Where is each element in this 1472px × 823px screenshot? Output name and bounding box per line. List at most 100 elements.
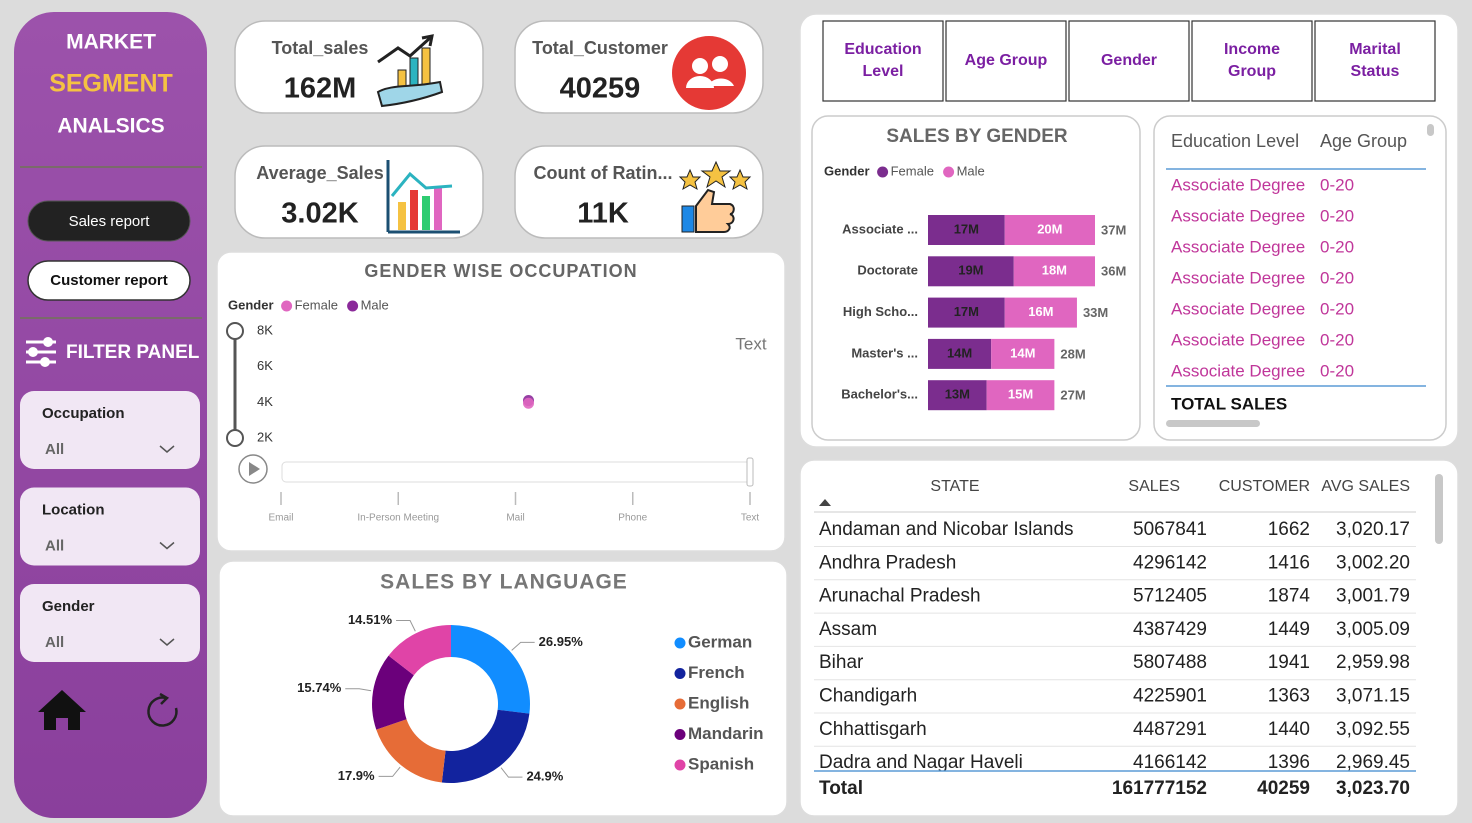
table-cell: 0-20 <box>1320 206 1354 225</box>
filter-card[interactable] <box>20 391 200 469</box>
legend-label: Male <box>361 297 389 312</box>
filter-card[interactable] <box>20 584 200 662</box>
leader-line <box>500 767 523 778</box>
table-cell: Associate Degree <box>1171 206 1305 225</box>
sidebar-title: ANALSICS <box>57 115 164 138</box>
filter-label: Location <box>42 501 105 518</box>
rating-icon <box>678 160 752 233</box>
table-cell: 1662 <box>1268 519 1310 540</box>
y-tick-label: 4K <box>257 394 273 409</box>
data-label: 16M <box>1028 304 1053 319</box>
legend-label: English <box>688 693 749 712</box>
kpi-card <box>234 20 484 114</box>
data-label: 17M <box>954 221 979 236</box>
table-cell: Bihar <box>819 652 864 673</box>
slider-handle[interactable] <box>226 322 244 340</box>
kpi-value: 11K <box>577 198 629 230</box>
bar-segment <box>986 380 1055 411</box>
data-label: 17.9% <box>338 768 375 783</box>
table-cell: 0-20 <box>1320 175 1354 194</box>
refresh-icon[interactable] <box>147 692 178 727</box>
table-cell: 0-20 <box>1320 361 1354 380</box>
dropdown-chevron <box>159 445 175 453</box>
y-tick-label: 8K <box>257 322 273 337</box>
table-cell: Associate Degree <box>1171 268 1305 287</box>
slicer-tab-label: Age Group <box>965 52 1048 69</box>
data-label: 14M <box>947 345 972 360</box>
x-tick-label: Text <box>741 513 760 524</box>
table-cell: 3,071.15 <box>1336 686 1410 707</box>
button-label: Sales report <box>69 213 151 230</box>
legend-dot <box>877 166 889 178</box>
table-cell: 2,959.98 <box>1336 652 1410 673</box>
slicer-tab-label: Education Level <box>844 41 921 80</box>
table-cell: 0-20 <box>1320 299 1354 318</box>
slicer-tab[interactable] <box>1191 20 1313 102</box>
donut-slice <box>372 655 414 730</box>
y-tick-label: Master's ... <box>851 345 918 360</box>
table-cell: 3,020.17 <box>1336 519 1410 540</box>
table-cell: 3,005.09 <box>1336 619 1410 640</box>
table-cell: 1941 <box>1268 652 1310 673</box>
sales-report-button[interactable] <box>27 200 191 242</box>
filter-panel-title: FILTER PANEL <box>66 342 200 363</box>
table-cell: Associate Degree <box>1171 237 1305 256</box>
bar-segment <box>928 380 987 411</box>
table-total: 3,023.70 <box>1336 778 1410 799</box>
data-point <box>523 397 534 409</box>
legend-label: Female <box>891 163 934 178</box>
table-cell: 4225901 <box>1133 686 1207 707</box>
table-cell: Associate Degree <box>1171 175 1305 194</box>
table-cell: 3,092.55 <box>1336 719 1410 740</box>
table-cell: 0-20 <box>1320 268 1354 287</box>
total-label: 27M <box>1060 388 1085 403</box>
filter-card[interactable] <box>20 487 200 566</box>
slider-handle[interactable] <box>226 429 244 447</box>
kpi-label: Total_sales <box>272 38 369 58</box>
table-cell: Chhattisgarh <box>819 719 927 740</box>
bar-segment <box>928 256 1014 287</box>
play-track <box>281 461 753 483</box>
button-label: Customer report <box>50 272 168 289</box>
filter-value: All <box>45 634 64 651</box>
dropdown-chevron <box>159 541 175 550</box>
sort-arrow <box>819 499 831 506</box>
v-scrollbar[interactable] <box>1435 474 1443 544</box>
filter-value: All <box>45 441 64 458</box>
state-table-panel <box>799 459 1459 817</box>
table-cell: 1416 <box>1268 552 1310 573</box>
table-footer: TOTAL SALES <box>1171 394 1287 413</box>
home-icon[interactable] <box>38 690 86 730</box>
play-thumb[interactable] <box>746 457 754 487</box>
data-label: 26.95% <box>539 634 584 649</box>
bar-segment <box>928 338 992 369</box>
total-label: 33M <box>1083 305 1108 320</box>
table-cell: Assam <box>819 619 877 640</box>
bar-segment <box>1004 215 1095 245</box>
table-cell: 2,969.45 <box>1336 752 1410 773</box>
slicer-tab[interactable] <box>1068 20 1190 102</box>
table-cell: Andaman and Nicobar Islands <box>819 519 1074 540</box>
table-cell: Arunachal Pradesh <box>819 586 981 607</box>
table-total: 40259 <box>1257 778 1310 799</box>
bar-segment <box>991 338 1055 369</box>
customer-report-button[interactable] <box>27 260 191 301</box>
legend-dot <box>281 300 293 312</box>
v-scrollbar[interactable] <box>1427 124 1434 136</box>
slicer-tab[interactable] <box>822 20 944 102</box>
y-tick-label: Bachelor's... <box>841 387 918 402</box>
donut-slice <box>376 719 446 783</box>
legend-dot <box>347 300 359 312</box>
donut-slice <box>441 709 530 784</box>
column-header: Age Group <box>1320 131 1407 151</box>
table-cell: Dadra and Nagar Haveli <box>819 752 1023 773</box>
kpi-value: 3.02K <box>281 198 358 230</box>
slicer-tab[interactable] <box>945 20 1067 102</box>
filter-value: All <box>45 537 64 554</box>
y-tick-label: 2K <box>257 429 273 444</box>
data-label: 18M <box>1042 263 1067 278</box>
table-cell: 4296142 <box>1133 552 1207 573</box>
slicer-tab[interactable] <box>1314 20 1436 102</box>
slicer-tab-label: Gender <box>1101 52 1157 69</box>
h-scrollbar[interactable] <box>1166 420 1260 427</box>
